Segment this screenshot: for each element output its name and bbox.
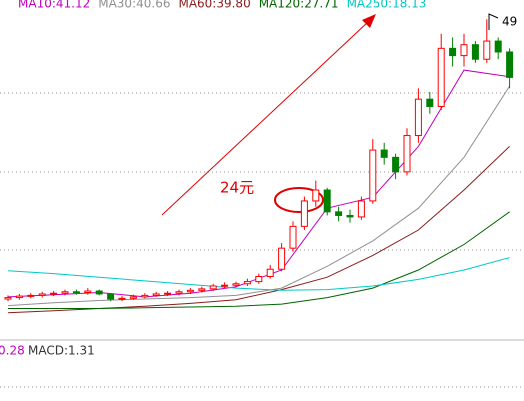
candle-body (437, 47, 445, 107)
candle-body (152, 293, 160, 296)
candle-body (449, 47, 457, 57)
candle-body (221, 284, 229, 287)
ma-line (7, 257, 510, 291)
candle-body (506, 51, 514, 78)
macd-value: 0.28 (0, 344, 25, 358)
candle-body (369, 149, 377, 202)
candle-body (414, 98, 422, 137)
candle-body (61, 291, 69, 294)
candle-body (38, 293, 46, 296)
legend-entry: MA30:40.66 (98, 0, 170, 11)
candle-body (164, 292, 172, 295)
ma-line (7, 69, 510, 298)
candle-body (95, 290, 103, 295)
candle-body (232, 283, 240, 286)
price-note: 24元 (220, 179, 254, 197)
candle-body (494, 40, 502, 53)
candle-body (141, 294, 149, 298)
candle-body (403, 135, 411, 173)
candle-body (50, 292, 58, 295)
highlight-circle (274, 187, 324, 213)
candle-body (107, 293, 115, 300)
ma-line (7, 146, 510, 314)
candle-body (323, 189, 331, 213)
candle-body (84, 290, 92, 293)
legend-entry: MA60:39.80 (178, 0, 250, 11)
high-flag (488, 13, 499, 30)
candle-body (483, 40, 491, 60)
candle-body (4, 297, 12, 300)
candle-body (209, 285, 217, 290)
candle-body (186, 289, 194, 293)
candle-body (380, 149, 388, 158)
macd-label: MACD:1.31 (28, 344, 95, 358)
candle-body (129, 296, 137, 299)
high-label: 49 (502, 15, 517, 29)
candle-body (471, 44, 479, 60)
candle-body (289, 225, 297, 249)
candle-body (15, 295, 23, 299)
candle-body (392, 156, 400, 173)
arrow-head (362, 14, 376, 28)
candle-body (243, 281, 251, 285)
legend-entry: MA10:41.12 (18, 0, 90, 11)
candle-body (175, 291, 183, 294)
candle-body (312, 189, 320, 202)
candle-body (357, 200, 365, 218)
candle-body (300, 200, 308, 227)
candle-body (426, 98, 434, 107)
candle-body (266, 268, 274, 278)
legend: MA10:41.12 MA30:40.66 MA60:39.80 MA120:27.7… (18, 0, 426, 11)
candle-body (335, 211, 343, 216)
legend-entry: MA120:27.71 (259, 0, 339, 11)
trend-arrow (161, 21, 369, 216)
candle-body (255, 276, 263, 283)
candle-body (460, 44, 468, 57)
candle-body (346, 214, 354, 218)
ma-line (8, 211, 510, 309)
ma-line (7, 85, 511, 307)
candle-body (278, 247, 286, 270)
candle-body (198, 288, 206, 291)
candle-body (27, 294, 35, 297)
candle-body (72, 291, 80, 294)
legend-entry: MA250:18.13 (347, 0, 427, 11)
candle-body (118, 297, 126, 300)
